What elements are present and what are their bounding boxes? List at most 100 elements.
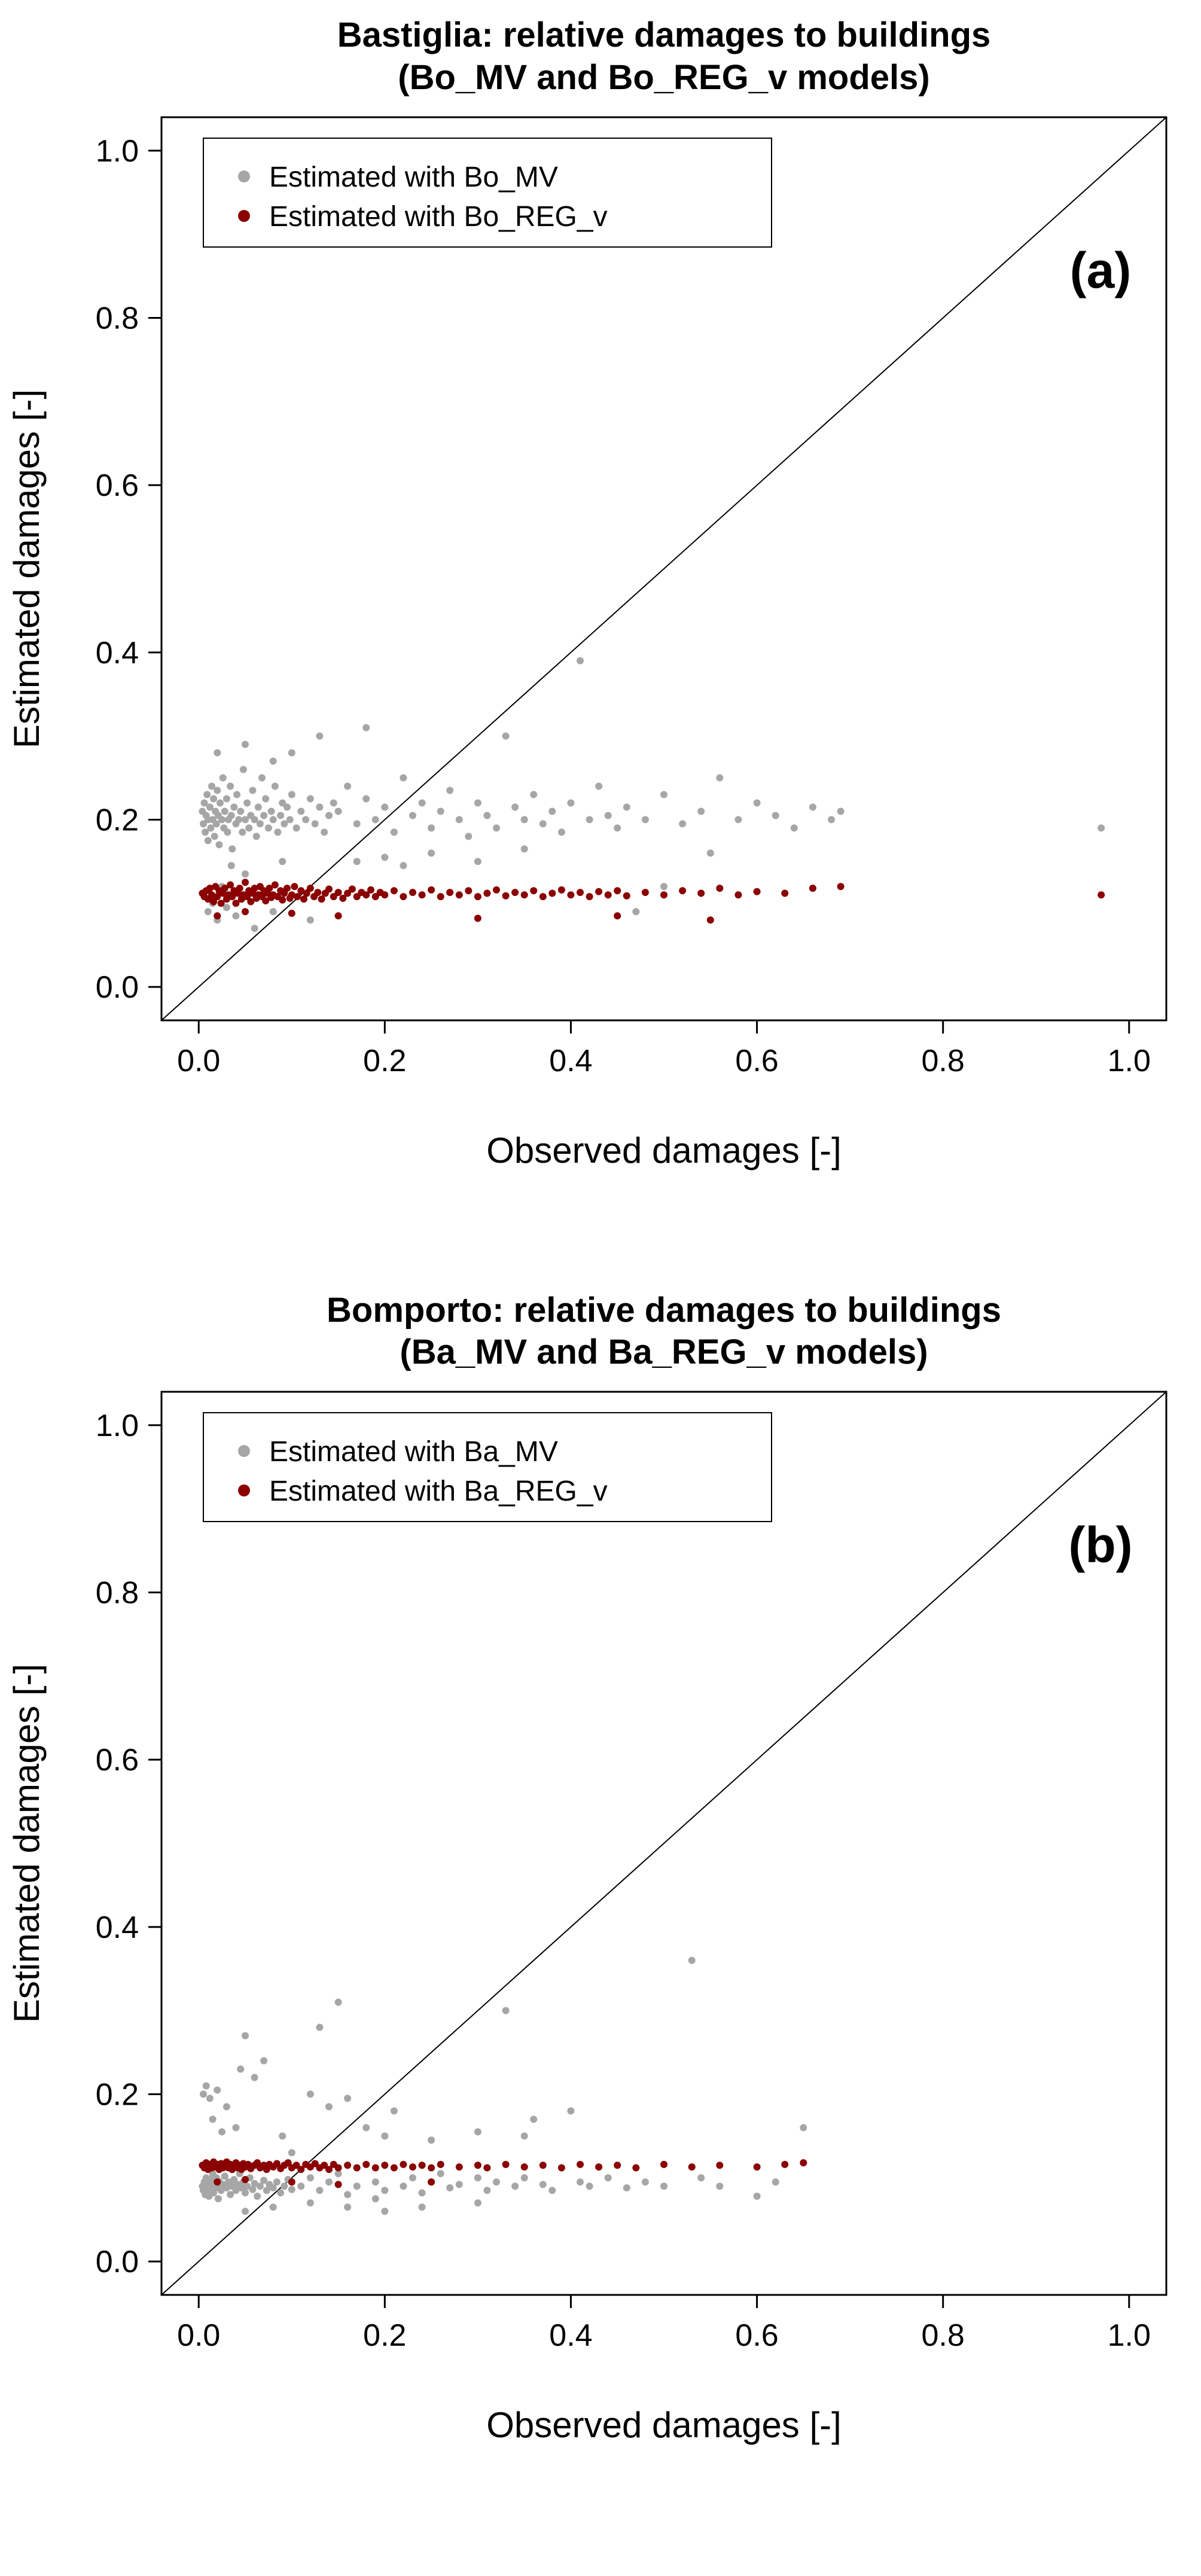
y-tick-label: 0.0 — [96, 970, 139, 1005]
data-point — [697, 889, 705, 897]
legend-marker — [238, 1484, 250, 1496]
data-point — [409, 888, 416, 896]
series-0-points — [199, 657, 1105, 932]
data-point — [437, 807, 444, 815]
data-point — [418, 891, 426, 898]
data-point — [465, 832, 473, 840]
data-point — [300, 895, 307, 903]
data-point — [227, 782, 234, 789]
data-point — [511, 2182, 519, 2190]
data-point — [483, 812, 491, 819]
y-tick-label: 0.8 — [96, 1576, 139, 1611]
data-point — [325, 2166, 333, 2173]
data-point — [455, 2163, 463, 2171]
data-point — [230, 2176, 238, 2184]
data-point — [400, 892, 407, 900]
data-point — [237, 807, 245, 815]
data-point — [772, 812, 779, 819]
data-point — [306, 884, 314, 892]
data-point — [262, 897, 270, 904]
data-point — [228, 892, 236, 900]
data-point — [230, 803, 238, 810]
chart-title-b-line2: (Ba_MV and Ba_REG_v models) — [400, 1333, 928, 1372]
data-point — [286, 815, 294, 823]
data-point — [279, 799, 286, 806]
data-point — [251, 924, 258, 932]
data-point — [242, 2189, 249, 2197]
data-point — [325, 2178, 333, 2186]
data-point — [539, 2162, 547, 2169]
data-point — [242, 2032, 249, 2040]
data-point — [325, 812, 333, 819]
data-point — [291, 882, 298, 890]
data-point — [530, 886, 538, 894]
panel-letter: (a) — [1070, 242, 1132, 298]
data-point — [400, 2182, 407, 2190]
data-point — [200, 799, 208, 806]
y-axis-label: Estimated damages [-] — [7, 389, 47, 748]
data-point — [214, 2086, 221, 2094]
data-point — [446, 786, 454, 794]
data-point — [437, 2170, 444, 2178]
data-point — [243, 2182, 251, 2190]
data-point — [269, 2203, 277, 2211]
data-point — [297, 2166, 305, 2173]
data-point — [212, 819, 220, 827]
legend-marker — [238, 170, 250, 182]
data-point — [303, 889, 310, 897]
data-point — [302, 815, 310, 823]
data-point — [292, 824, 300, 831]
data-point — [734, 891, 742, 898]
data-point — [219, 774, 227, 781]
data-point — [227, 861, 235, 869]
data-point — [446, 888, 454, 896]
x-tick-label: 0.6 — [735, 1044, 778, 1078]
data-point — [271, 782, 279, 789]
data-point — [716, 2182, 724, 2190]
data-point — [557, 886, 565, 894]
data-point — [371, 815, 379, 823]
data-point — [428, 824, 435, 831]
data-point — [202, 828, 209, 836]
data-point — [314, 888, 322, 896]
data-point — [203, 791, 211, 798]
data-point — [586, 892, 593, 900]
data-point — [243, 799, 251, 806]
data-point — [222, 795, 230, 802]
data-point — [679, 819, 687, 827]
data-point — [623, 892, 630, 900]
data-point — [353, 819, 361, 827]
data-point — [586, 2182, 593, 2190]
data-point — [381, 803, 389, 810]
data-point — [418, 2162, 426, 2169]
data-point — [325, 2103, 333, 2111]
data-point — [474, 892, 481, 900]
data-point — [604, 2174, 612, 2182]
data-point — [330, 799, 337, 806]
data-point — [604, 891, 612, 898]
data-point — [577, 2178, 584, 2186]
data-point — [520, 2174, 528, 2182]
data-point — [353, 857, 361, 865]
data-point — [511, 888, 519, 896]
series-1-points — [199, 2158, 807, 2188]
x-axis-ticks: 0.0 0.2 0.4 0.6 0.8 1.0 — [177, 2295, 1151, 2353]
data-point — [316, 2187, 324, 2194]
chart-title-a-line1: Bastiglia: relative damages to buildings — [337, 16, 991, 54]
data-point — [353, 892, 361, 900]
data-point — [242, 2176, 249, 2184]
data-point — [281, 2182, 288, 2190]
data-point — [222, 903, 230, 911]
data-point — [577, 657, 584, 664]
data-point — [837, 882, 845, 890]
data-point — [474, 857, 481, 865]
plot-box — [160, 116, 1168, 1021]
data-point — [218, 2128, 226, 2136]
x-tick-label: 0.0 — [177, 1044, 220, 1078]
x-tick-label: 0.2 — [363, 2318, 406, 2353]
data-point — [837, 807, 845, 815]
data-point — [242, 815, 249, 823]
data-point — [288, 891, 295, 898]
data-point — [288, 791, 295, 798]
data-point — [688, 2163, 696, 2171]
